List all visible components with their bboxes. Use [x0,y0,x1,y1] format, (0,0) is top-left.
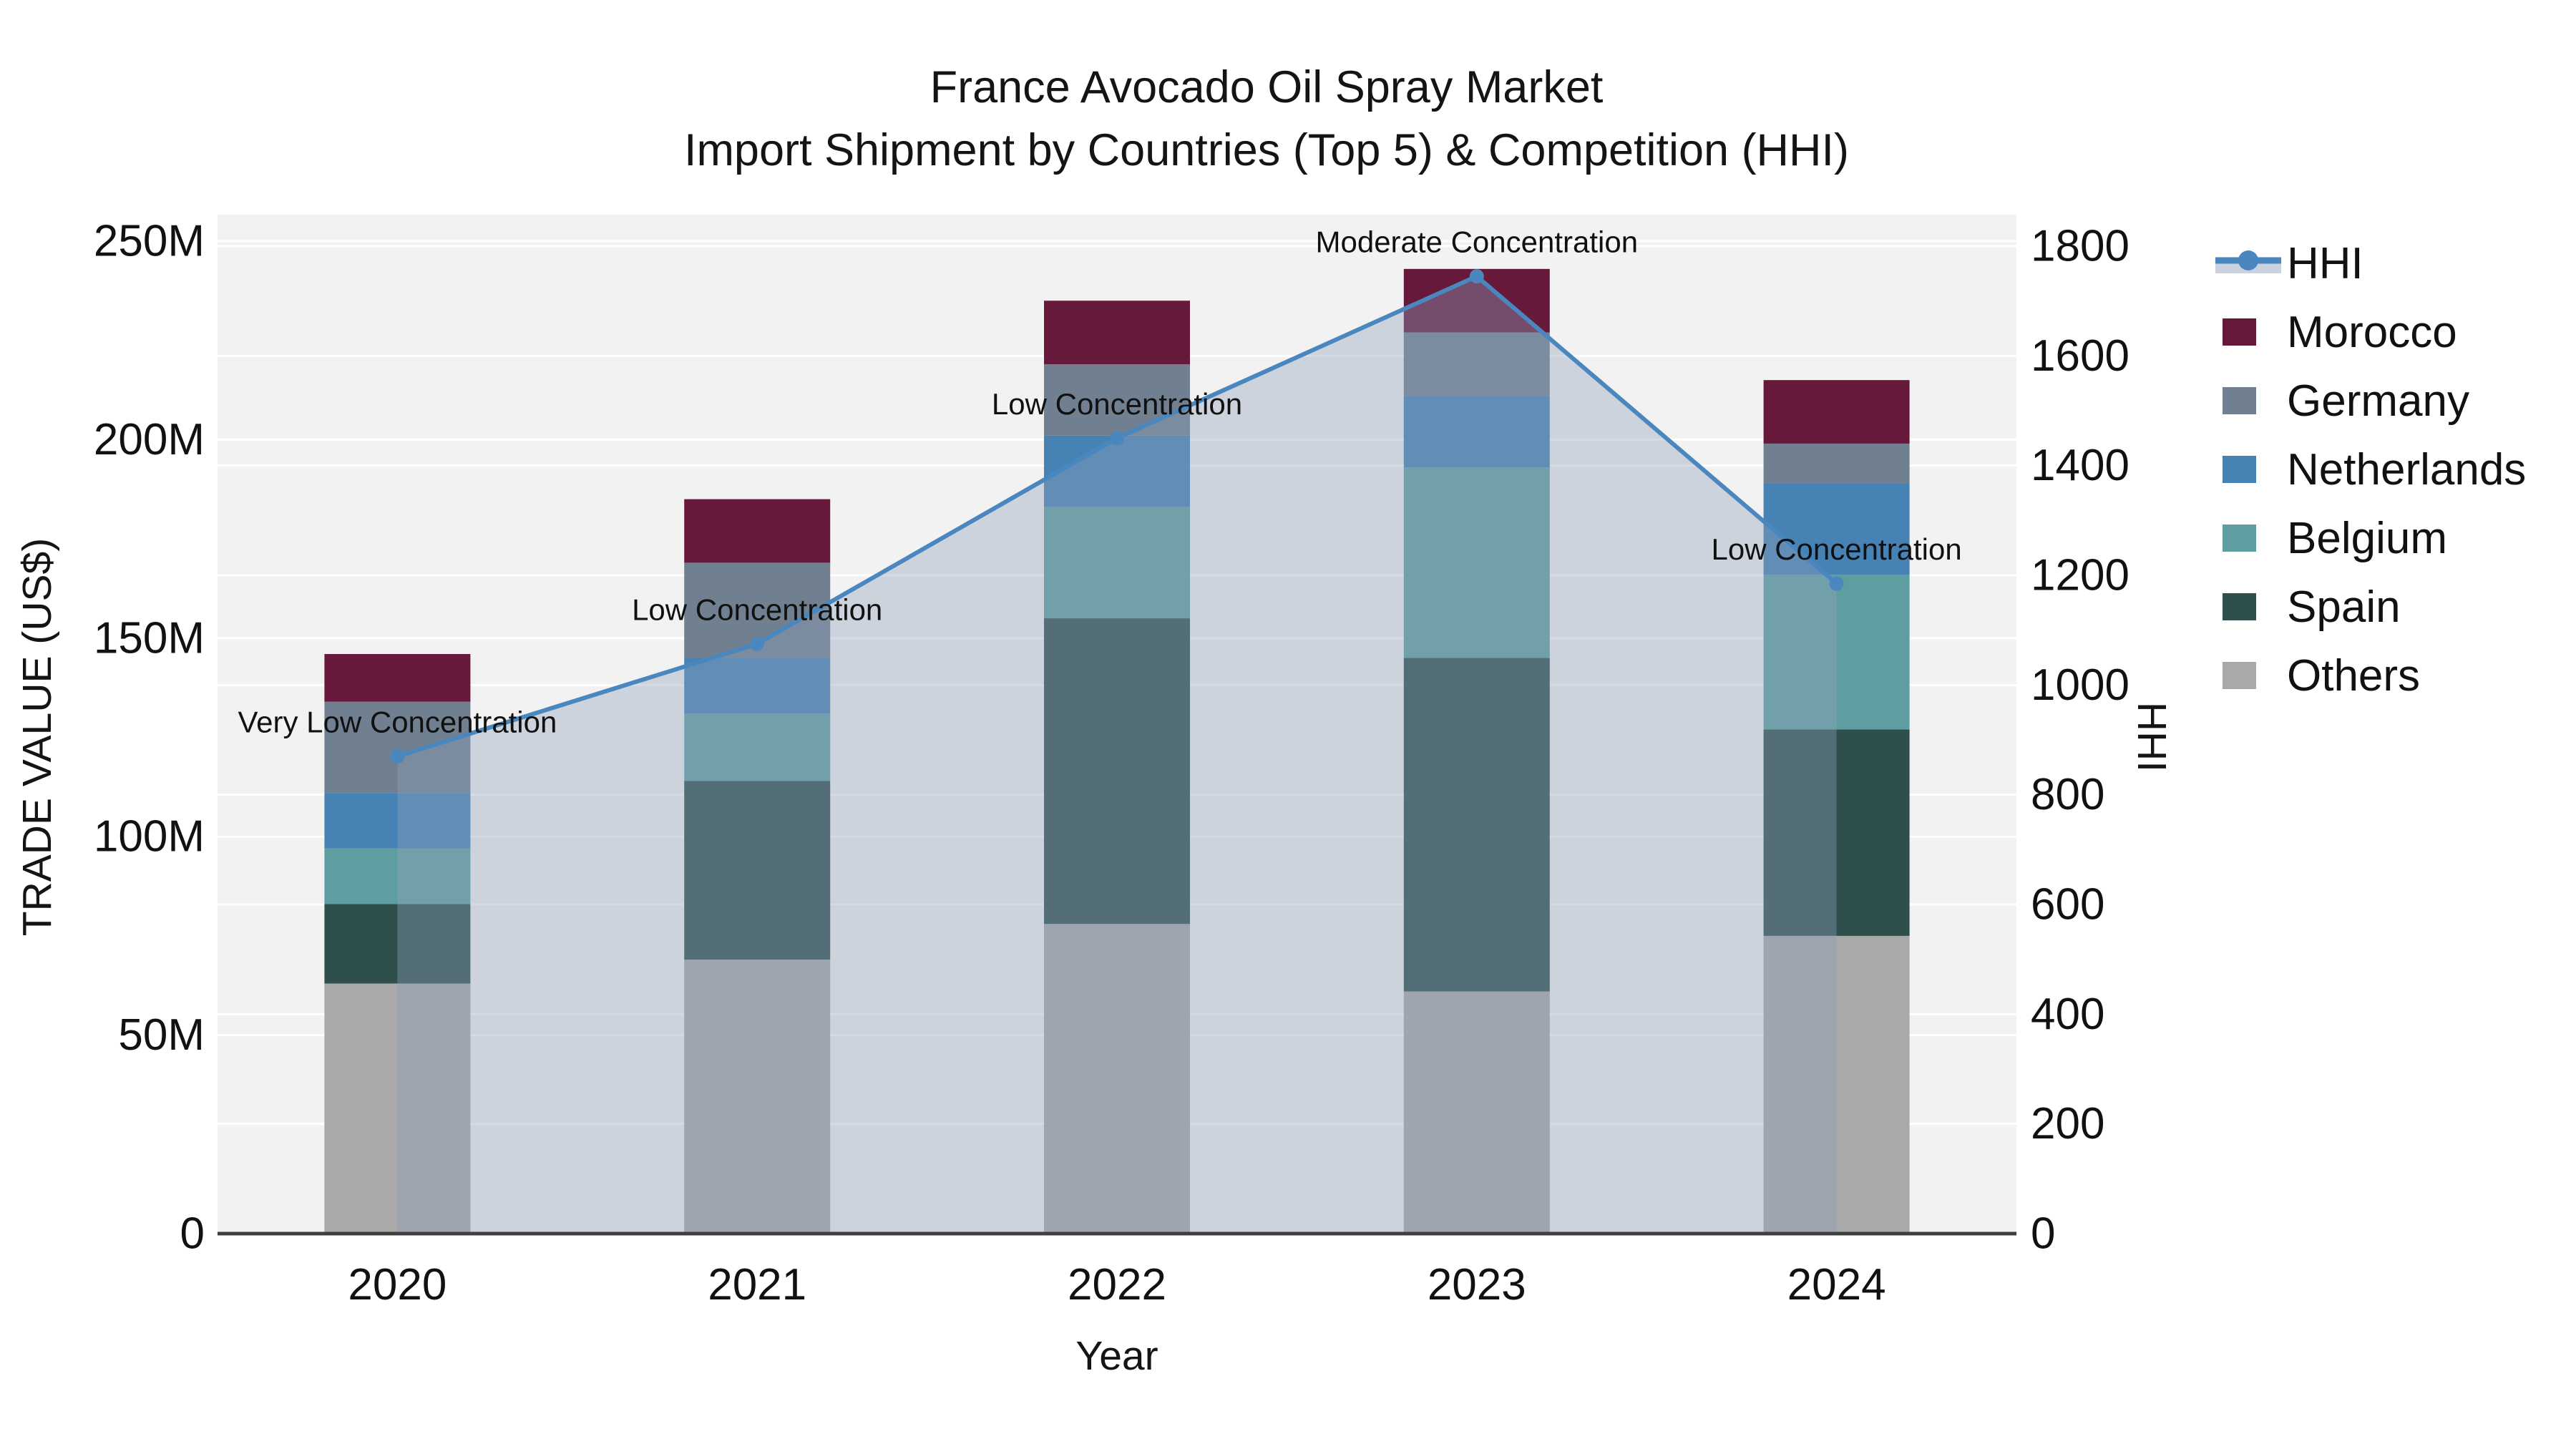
annotation-2023: Moderate Concentration [1315,225,1638,259]
x-tick-2022: 2022 [1068,1260,1166,1309]
bar-segment-2022-belgium [1044,507,1190,619]
bar-segment-2023-others [1403,991,1550,1234]
hhi-marker-2022 [1110,431,1124,446]
bar-segment-2022-germany [1044,364,1190,436]
legend-label-belgium: Belgium [2287,513,2447,563]
right-tick-1600: 1600 [2031,331,2129,381]
legend-item-belgium[interactable]: Belgium [2215,504,2573,572]
legend-label-germany: Germany [2287,376,2469,426]
left-tick-200M: 200M [94,415,205,464]
color-swatch-others [2223,662,2256,689]
legend-item-morocco[interactable]: Morocco [2215,298,2573,366]
right-tick-800: 800 [2031,770,2104,819]
bar-segment-2022-others [1044,924,1190,1234]
tick-labels: 0 50M 100M 150M 200M 250M 0 200 400 600 800 1000 120… [94,217,2129,1310]
bar-segment-2023-spain [1403,658,1550,992]
left-tick-100M: 100M [94,812,205,862]
right-tick-1000: 1000 [2031,660,2129,710]
bar-segment-2020-belgium [324,848,471,904]
bar-segment-2022-netherlands [1044,435,1190,507]
x-axis-title: Year [1075,1333,1158,1379]
legend-item-others[interactable]: Others [2215,641,2573,710]
left-tick-150M: 150M [94,613,205,663]
hhi-line-icon [2215,242,2287,285]
bar-segment-2021-spain [684,781,831,960]
bar-segment-2024-spain [1763,729,1910,936]
annotation-2022: Low Concentration [992,387,1242,421]
color-swatch-morocco [2223,318,2256,346]
right-tick-1800: 1800 [2031,222,2129,271]
bar-segment-2023-germany [1403,332,1550,396]
legend-swatch-belgium [2215,525,2287,552]
bar-segment-2023-netherlands [1403,396,1550,468]
bar-segment-2024-others [1763,935,1910,1234]
legend-label-spain: Spain [2287,582,2401,632]
legend: HHI Morocco Germany Netherlands Belgium Spain… [2215,229,2573,710]
hhi-area-fill [397,276,1837,1234]
hhi-marker-2023 [1469,269,1484,284]
annotation-2024: Low Concentration [1711,532,1961,566]
right-tick-1400: 1400 [2031,441,2129,490]
right-tick-0: 0 [2031,1209,2055,1259]
right-tick-600: 600 [2031,880,2104,930]
color-swatch-germany [2223,387,2256,414]
legend-swatch-netherlands [2215,456,2287,483]
bar-segment-2023-belgium [1403,467,1550,658]
bar-segment-2020-others [324,983,471,1234]
stacked-bars [324,268,1910,1234]
hhi-marker-2024 [1829,576,1844,591]
right-tick-1200: 1200 [2031,551,2129,600]
x-tick-2020: 2020 [348,1260,447,1309]
legend-swatch-germany [2215,387,2287,414]
color-swatch-spain [2223,593,2256,620]
bar-segment-2021-belgium [684,713,831,781]
color-swatch-belgium [2223,525,2256,552]
legend-swatch-spain [2215,593,2287,620]
x-tick-2024: 2024 [1787,1260,1886,1309]
bar-segment-2020-spain [324,904,471,984]
legend-label-morocco: Morocco [2287,307,2457,357]
annotation-2020: Very Low Concentration [238,706,557,739]
bar-segment-2024-germany [1763,443,1910,484]
annotations: Very Low Concentration Low Concentration L… [238,225,1961,739]
legend-item-hhi[interactable]: HHI [2215,229,2573,298]
bar-segment-2021-others [684,960,831,1234]
left-tick-50M: 50M [118,1010,205,1060]
left-tick-250M: 250M [94,217,205,266]
x-tick-2021: 2021 [708,1260,806,1309]
hhi-marker-2020 [390,749,405,763]
bar-segment-2024-belgium [1763,575,1910,730]
bar-segment-2021-morocco [684,499,831,563]
bar-segment-2022-morocco [1044,301,1190,364]
legend-label-others: Others [2287,650,2421,701]
x-tick-2023: 2023 [1428,1260,1526,1309]
right-tick-400: 400 [2031,990,2104,1039]
color-swatch-netherlands [2223,456,2256,483]
bar-segment-2024-morocco [1763,380,1910,444]
bar-segment-2020-netherlands [324,793,471,849]
legend-item-germany[interactable]: Germany [2215,366,2573,435]
bar-segment-2021-netherlands [684,658,831,714]
bar-segment-2020-morocco [324,653,471,702]
left-axis-title: TRADE VALUE (US$) [14,537,60,937]
annotation-2021: Low Concentration [632,592,882,626]
bar-segment-2020-germany [324,701,471,794]
legend-swatch-others [2215,662,2287,689]
right-tick-200: 200 [2031,1099,2104,1148]
chart-title-line1: France Avocado Oil Spray Market [930,62,1604,112]
chart-title-line2: Import Shipment by Countries (Top 5) & C… [683,125,1850,175]
legend-label-hhi: HHI [2287,238,2363,288]
legend-swatch-morocco [2215,318,2287,346]
left-tick-0: 0 [180,1209,205,1259]
hhi-marker-2021 [750,636,765,651]
right-axis-title: HHI [2129,701,2175,773]
chart-title: France Avocado Oil Spray Market Import S… [0,56,2533,182]
bar-segment-2022-spain [1044,618,1190,924]
legend-item-netherlands[interactable]: Netherlands [2215,435,2573,504]
bar-segment-2024-netherlands [1763,483,1910,575]
legend-item-spain[interactable]: Spain [2215,572,2573,641]
legend-label-netherlands: Netherlands [2287,444,2527,494]
